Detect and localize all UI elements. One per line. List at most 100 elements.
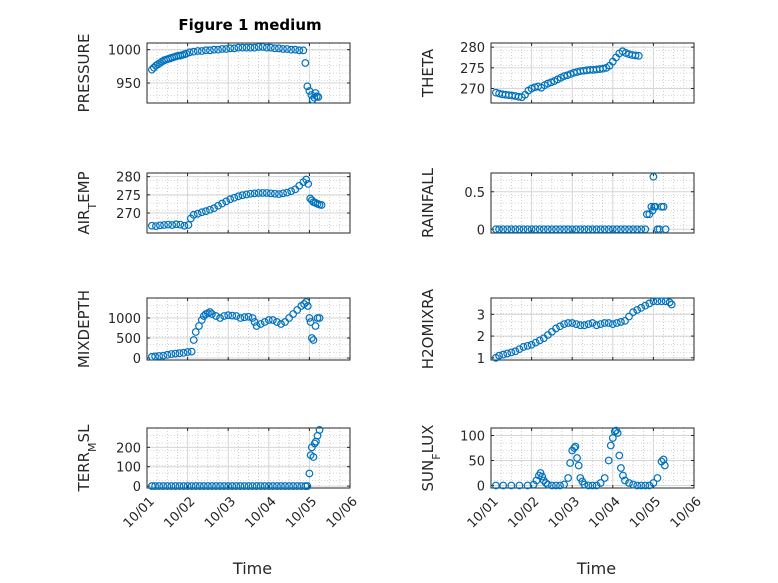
data-point xyxy=(612,225,621,234)
data-point xyxy=(303,482,312,490)
y-axis-label: MIXDEPTH xyxy=(75,290,93,368)
y-tick-label: 0.5 xyxy=(464,186,485,201)
y-tick-label: 0 xyxy=(477,223,485,238)
data-point xyxy=(657,297,666,306)
data-point xyxy=(538,472,547,481)
data-point xyxy=(568,319,577,327)
y-tick-label: 270 xyxy=(460,83,485,98)
data-point xyxy=(572,225,581,234)
data-point xyxy=(560,480,568,489)
data-point xyxy=(250,43,259,52)
data-point xyxy=(309,453,318,461)
data-point xyxy=(633,225,642,234)
data-point xyxy=(592,321,601,330)
y-tick-label: 200 xyxy=(116,441,141,456)
axes-frame xyxy=(490,297,695,361)
data-point xyxy=(665,298,674,307)
data-point xyxy=(560,225,568,234)
data-point xyxy=(584,481,593,490)
data-point xyxy=(273,318,281,326)
data-point xyxy=(309,336,318,344)
data-point xyxy=(511,225,520,234)
data-point xyxy=(264,482,273,490)
data-point xyxy=(179,348,188,357)
y-tick-label: 1 xyxy=(477,352,485,367)
data-point xyxy=(226,195,235,204)
data-point xyxy=(260,318,269,326)
data-point xyxy=(210,45,218,54)
data-point xyxy=(629,308,637,317)
data-point xyxy=(273,482,281,490)
data-point xyxy=(573,454,581,462)
data-point xyxy=(548,481,556,490)
subplot-7: 0 100 200 10/01 10/02 10/03 10/04 10/05 10/06 TER… xyxy=(75,424,361,578)
y-tick-label: 2 xyxy=(477,330,485,345)
data-point xyxy=(580,225,589,234)
data-point xyxy=(238,191,247,200)
data-point xyxy=(224,482,233,490)
data-point xyxy=(155,482,164,490)
data-point xyxy=(560,320,568,329)
data-point xyxy=(256,482,265,490)
data-point xyxy=(564,474,573,482)
data-point xyxy=(222,45,231,53)
data-point xyxy=(625,312,633,321)
data-point xyxy=(258,43,267,51)
x-tick-label: 10/01 xyxy=(465,494,502,531)
data-point xyxy=(637,225,646,234)
data-point xyxy=(491,481,500,490)
data-point xyxy=(244,482,253,490)
data-point xyxy=(661,297,670,306)
data-point xyxy=(268,316,277,324)
data-point xyxy=(588,319,597,327)
data-point xyxy=(617,225,625,234)
data-point xyxy=(576,225,585,234)
y-tick-label: 100 xyxy=(460,430,485,445)
data-point xyxy=(244,312,253,321)
data-point xyxy=(270,44,279,53)
data-point xyxy=(295,46,304,55)
data-point xyxy=(571,442,580,451)
data-point xyxy=(556,481,564,490)
data-point xyxy=(175,349,184,358)
y-tick-label: 1000 xyxy=(108,44,141,59)
data-point xyxy=(191,328,200,336)
data-point xyxy=(216,314,224,322)
data-point xyxy=(588,481,597,490)
data-point xyxy=(240,313,249,322)
data-point xyxy=(303,82,312,91)
data-point xyxy=(643,210,651,219)
data-point xyxy=(608,225,617,234)
data-point xyxy=(305,469,314,478)
data-point xyxy=(315,426,324,434)
data-point xyxy=(527,225,536,234)
data-point xyxy=(224,311,233,320)
data-point xyxy=(287,187,296,196)
data-point xyxy=(201,46,210,55)
data-point xyxy=(250,189,259,198)
data-point xyxy=(515,345,524,354)
data-point xyxy=(519,343,528,351)
data-point xyxy=(647,202,656,211)
data-point xyxy=(159,351,168,360)
data-point xyxy=(206,308,214,316)
data-point xyxy=(613,429,622,437)
data-point xyxy=(302,298,311,306)
x-tick-label: 10/05 xyxy=(627,494,664,531)
data-point xyxy=(172,220,181,229)
data-point xyxy=(503,225,512,234)
data-point xyxy=(212,482,220,490)
axes-frame xyxy=(146,172,351,234)
y-tick-label: 50 xyxy=(468,455,485,470)
data-point xyxy=(147,221,156,230)
data-point xyxy=(164,220,173,229)
data-point xyxy=(495,351,504,360)
data-point xyxy=(268,482,277,490)
data-point xyxy=(168,221,177,229)
data-point xyxy=(195,482,204,490)
data-point xyxy=(552,225,560,234)
data-point xyxy=(266,189,275,198)
data-point xyxy=(283,45,291,53)
axes-frame xyxy=(146,427,351,489)
